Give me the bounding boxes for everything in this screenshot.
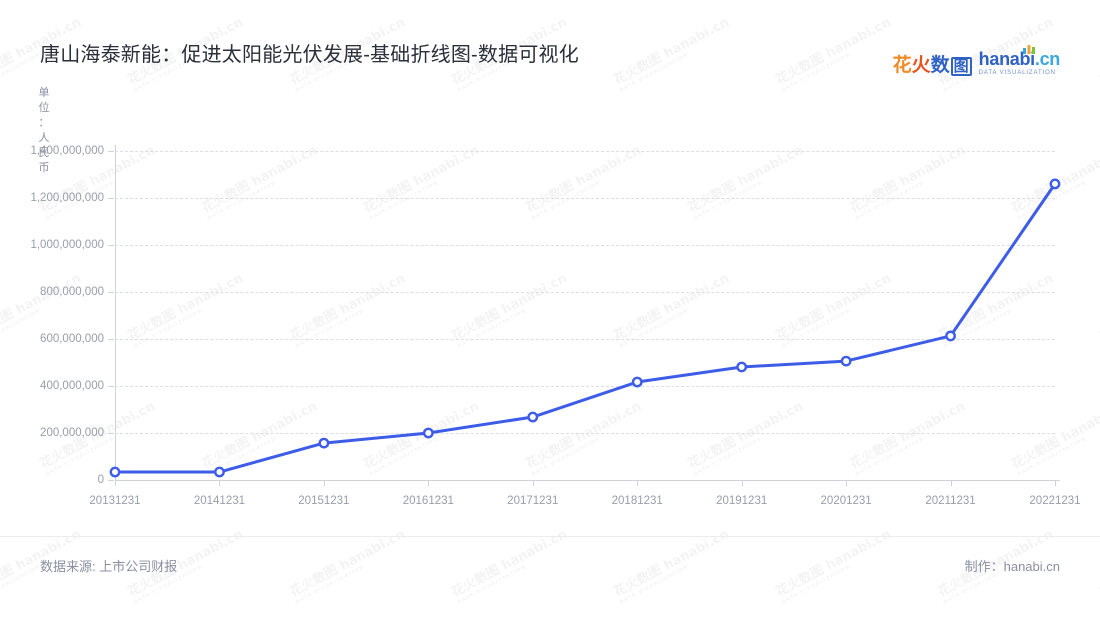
unit-char-3: 人 [38, 132, 50, 144]
gridline [115, 151, 1055, 152]
y-axis-label: 400,000,000 [40, 380, 104, 392]
plot-area: 0 200,000,000 400,000,000 600,000,000 800,00… [30, 145, 1080, 507]
x-axis-label: 20151231 [298, 495, 350, 507]
x-axis-tick [323, 480, 325, 486]
data-point[interactable] [840, 355, 852, 367]
data-source-label: 数据来源: 上市公司财报 [40, 559, 178, 574]
sparkle-icon [1023, 45, 1035, 54]
x-axis-tick [219, 480, 221, 486]
made-by-label: 制作：hanabi.cn [964, 559, 1060, 574]
y-axis-tick [108, 151, 114, 152]
x-axis-line [115, 480, 1060, 481]
x-axis-label: 20201231 [820, 495, 872, 507]
unit-char-2: ： [38, 117, 50, 129]
y-axis-line [115, 145, 116, 485]
unit-char-5: 币 [38, 162, 50, 174]
y-axis-label: 1,200,000,000 [30, 192, 104, 204]
gridline [115, 339, 1055, 340]
logo-char-1: 花 [892, 54, 912, 76]
x-axis-label: 20141231 [193, 495, 246, 507]
unit-char-1: 位 [38, 102, 50, 114]
data-point[interactable] [109, 466, 121, 478]
x-axis-tick [532, 480, 534, 486]
x-axis-label: 20171231 [507, 495, 559, 507]
gridline [115, 198, 1055, 199]
logo-chinese-text: 花 火 数 图 [893, 50, 972, 77]
data-point[interactable] [1049, 178, 1061, 190]
logo-tagline: DATA VISUALIZATION [978, 70, 1056, 76]
gridline [115, 386, 1055, 387]
x-axis-tick [115, 480, 116, 486]
y-axis-tick [108, 245, 114, 246]
x-axis-tick [950, 480, 952, 486]
gridline [115, 292, 1055, 293]
y-axis-tick [108, 292, 114, 293]
y-axis-tick [108, 198, 114, 199]
data-point[interactable] [422, 427, 434, 439]
page-title: 唐山海泰新能：促进太阳能光伏发展-基础折线图-数据可视化 [40, 44, 579, 66]
logo-char-2: 火 [911, 54, 931, 76]
gridline [115, 245, 1055, 246]
unit-char-4: 民 [38, 147, 50, 159]
data-point[interactable] [945, 330, 956, 342]
logo-domain: hanabi.cn [978, 49, 1061, 69]
x-axis-label: 20131231 [89, 495, 141, 507]
x-axis-label: 20161231 [402, 495, 454, 507]
data-point[interactable] [318, 437, 330, 449]
y-axis-unit-label: 单 位 ： 人 民 币 [36, 86, 52, 176]
y-axis-tick [108, 480, 114, 481]
y-axis-tick [108, 433, 114, 434]
data-point[interactable] [527, 411, 539, 423]
x-axis-label: 20181231 [611, 495, 663, 507]
line-series [109, 178, 1061, 478]
data-point[interactable] [631, 376, 643, 388]
footer-divider [0, 536, 1100, 537]
data-point[interactable] [214, 466, 225, 478]
y-axis-tick [108, 386, 114, 387]
logo-char-3: 数 [930, 54, 950, 76]
logo-english-text: hanabi.cn DATA VISUALIZATION [978, 45, 1061, 76]
y-axis-label: 1,400,000,000 [30, 145, 104, 157]
y-axis-label: 600,000,000 [40, 333, 104, 345]
hanabi-logo: 花 火 数 图 hanabi.cn DATA VISUALIZATION [893, 45, 1061, 78]
x-axis-tick [1055, 480, 1056, 486]
unit-char-0: 单 [38, 87, 50, 99]
x-axis-label: 20211231 [925, 495, 976, 507]
y-axis-label: 200,000,000 [40, 427, 104, 439]
y-axis-label: 0 [97, 474, 104, 486]
x-axis-tick [741, 480, 743, 486]
y-axis-tick [108, 339, 114, 340]
series-line [113, 182, 1057, 474]
x-axis-tick [637, 480, 639, 486]
x-axis-label: 20221231 [1029, 495, 1081, 507]
data-point[interactable] [736, 361, 748, 373]
x-axis-tick [428, 480, 430, 486]
x-axis-label: 20191231 [716, 495, 768, 507]
logo-char-4: 图 [950, 56, 972, 77]
y-axis-label: 800,000,000 [40, 286, 104, 298]
gridline [115, 433, 1055, 434]
x-axis-tick [846, 480, 848, 486]
y-axis-label: 1,000,000,000 [30, 239, 104, 251]
